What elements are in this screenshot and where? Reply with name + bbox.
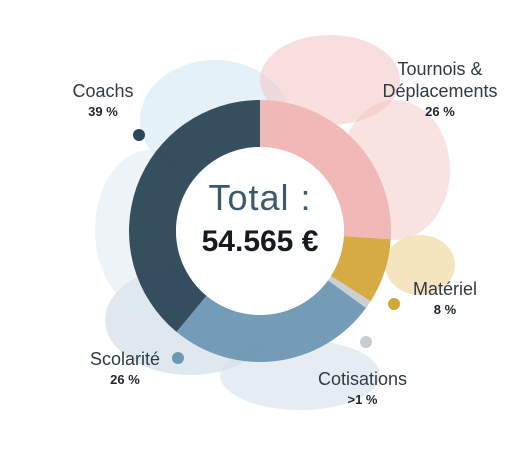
total-title: Total : [208,177,312,218]
materiel-dot [388,298,400,310]
tournois-name-line1: Tournois & [397,59,483,79]
materiel-pct: 8 % [433,302,457,317]
materiel-name: Matériel [412,279,478,299]
label-scolarite: Scolarité 26 % [75,348,175,390]
donut-ring [129,100,391,363]
cotisations-pct: >1 % [347,392,378,407]
slice-coachs [129,100,260,332]
total-center: Total : 54.565 € [160,178,360,262]
label-materiel: Matériel 8 % [400,278,490,320]
total-value: 54.565 € [201,225,319,258]
donut-hole [176,147,344,315]
coachs-pct: 39 % [88,104,118,119]
tournois-name-line2: Déplacements [382,81,498,101]
scolarite-dot [172,352,184,364]
scolarite-pct: 26 % [110,372,140,387]
scolarite-name: Scolarité [89,349,161,369]
slice-scolarité [176,280,366,363]
coachs-name: Coachs [72,81,134,101]
marker-dots [133,129,400,364]
cotisations-dot [360,336,372,348]
tournois-pct: 26 % [425,104,455,119]
coachs-dot [133,129,145,141]
slice-matériel [330,236,391,302]
label-tournois: Tournois & Déplacements 26 % [365,58,515,122]
label-cotisations: Cotisations >1 % [305,368,420,410]
slice-tournois-déplacements [260,100,391,240]
cotisations-name: Cotisations [317,369,408,389]
slice-cotisations [327,276,371,308]
label-coachs: Coachs 39 % [58,80,148,122]
